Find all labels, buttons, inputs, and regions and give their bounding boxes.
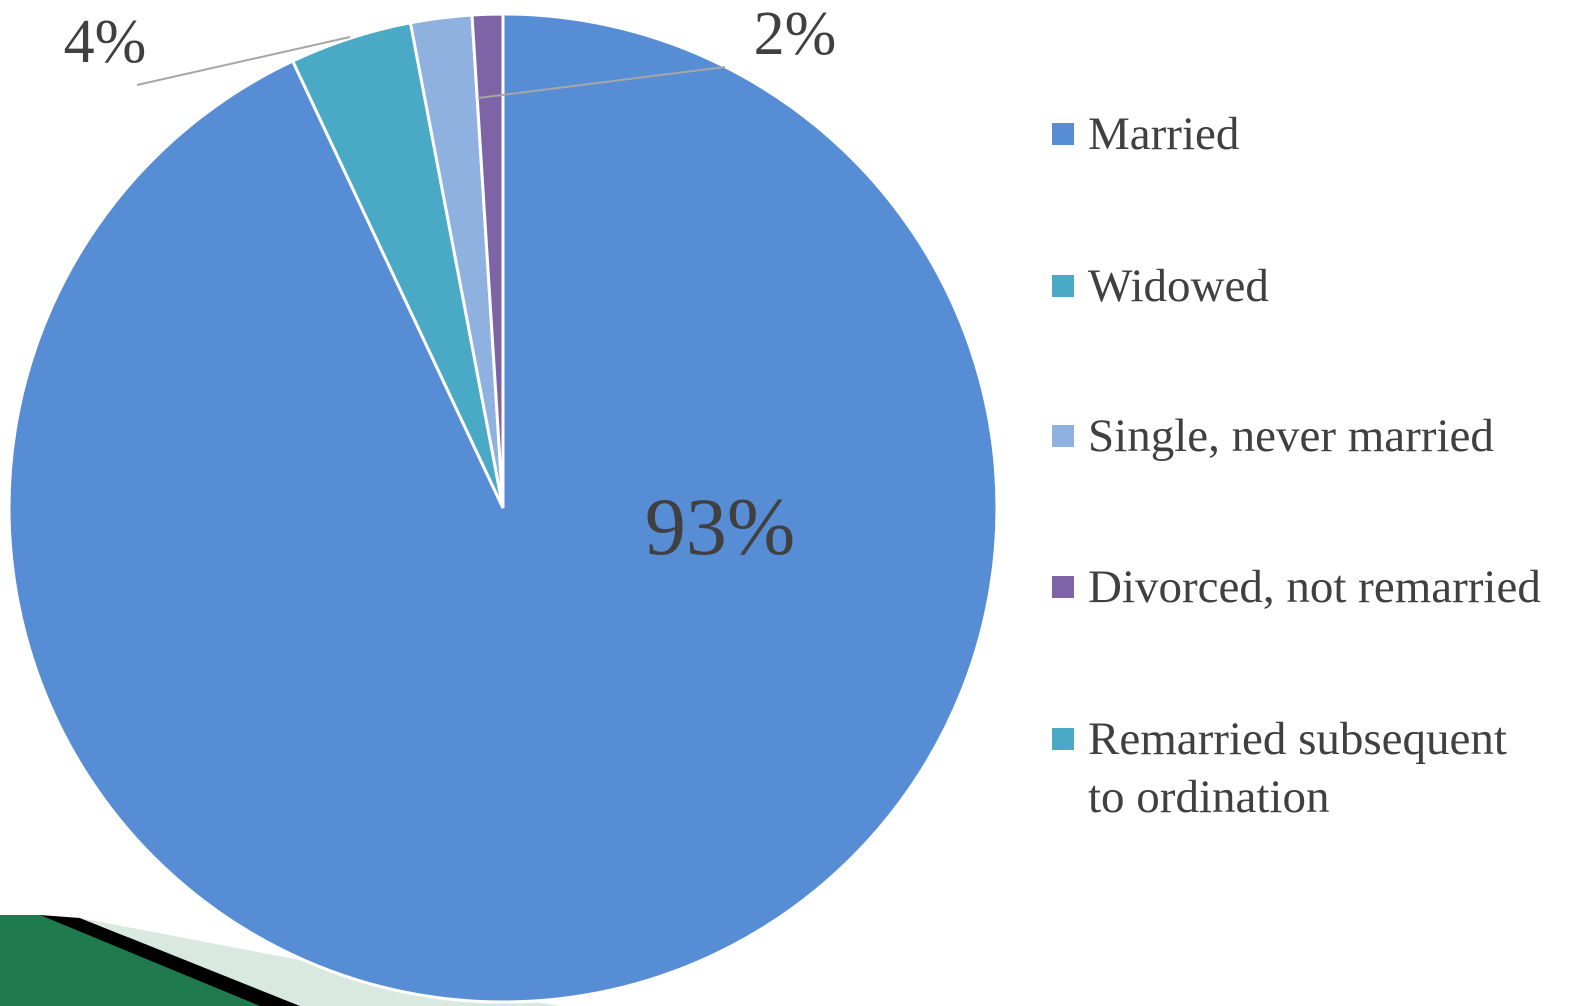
legend-label: Divorced, not remarried bbox=[1088, 558, 1541, 616]
legend-swatch bbox=[1052, 425, 1074, 447]
legend-swatch bbox=[1052, 275, 1074, 297]
legend-swatch bbox=[1052, 123, 1074, 145]
legend-label: Remarried subsequent to ordination bbox=[1088, 710, 1542, 826]
legend-item: Remarried subsequent to ordination bbox=[1052, 710, 1542, 826]
legend-label: Widowed bbox=[1088, 257, 1269, 315]
legend-item: Divorced, not remarried bbox=[1052, 558, 1542, 616]
legend-label: Married bbox=[1088, 105, 1239, 163]
data-label: 2% bbox=[754, 0, 837, 68]
legend-swatch bbox=[1052, 576, 1074, 598]
data-label: 93% bbox=[645, 481, 795, 572]
legend-item: Single, never married bbox=[1052, 407, 1542, 465]
legend-label: Single, never married bbox=[1088, 407, 1494, 465]
pie bbox=[9, 14, 997, 1002]
legend-swatch bbox=[1052, 728, 1074, 750]
data-label: 4% bbox=[64, 8, 147, 76]
legend-item: Married bbox=[1052, 105, 1542, 163]
page: {"chart_data": {"type": "pie", "categori… bbox=[0, 0, 1579, 1006]
legend-item: Widowed bbox=[1052, 257, 1542, 315]
